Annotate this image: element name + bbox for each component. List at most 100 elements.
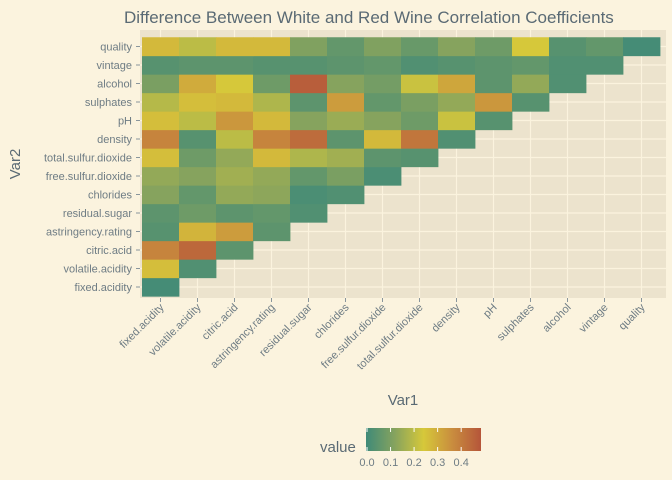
y-tick-label: sulphates [85,97,133,109]
heatmap-cell [142,222,180,242]
legend-colorbar [366,428,481,451]
legend-tick-label: 0.3 [430,457,445,469]
heatmap-cell [549,37,587,57]
heatmap-cell [179,74,217,94]
heatmap-cell [623,37,661,57]
heatmap-cell [142,240,180,260]
heatmap-cell [216,92,254,112]
y-tick-label: volatile.acidity [64,264,133,276]
heatmap-cell [253,92,291,112]
heatmap-cell [179,111,217,131]
heatmap-cell [253,203,291,223]
heatmap-cell [364,129,402,149]
legend-tick-label: 0.0 [359,457,374,469]
heatmap-cell [290,148,328,168]
x-axis-title: Var1 [388,392,419,409]
heatmap-cell [327,37,365,57]
heatmap-cell [364,148,402,168]
heatmap-cell [216,129,254,149]
heatmap-cell [216,111,254,131]
heatmap-cell [438,55,476,75]
heatmap-cell [438,37,476,57]
heatmap-cell [364,37,402,57]
heatmap-cell [401,37,439,57]
heatmap-cell [327,129,365,149]
heatmap-cell [586,37,624,57]
heatmap-cell [475,92,513,112]
y-tick-label: pH [118,116,132,128]
heatmap-cell [586,55,624,75]
heatmap-cell [512,92,550,112]
heatmap-cell [216,185,254,205]
heatmap-cell [253,222,291,242]
heatmap-cell [142,74,180,94]
heatmap-cell [253,129,291,149]
legend-tick-label: 0.2 [406,457,421,469]
heatmap-cell [290,37,328,57]
heatmap-cell [142,203,180,223]
heatmap-cell [364,55,402,75]
heatmap-cell [401,92,439,112]
legend-title: value [320,439,356,456]
heatmap-cell [216,148,254,168]
heatmap-cell [290,111,328,131]
heatmap-cell [364,92,402,112]
heatmap-cell [327,111,365,131]
heatmap-cell [216,55,254,75]
heatmap-cell [290,74,328,94]
heatmap-cell [142,111,180,131]
legend-tick-label: 0.1 [383,457,398,469]
heatmap-cell [475,37,513,57]
y-tick-label: vintage [97,60,132,72]
y-tick-label: alcohol [97,79,132,91]
y-axis: fixed.acidity volatile.acidity citric.acid… [44,42,140,294]
y-tick-label: chlorides [88,190,133,202]
heatmap-cell [179,203,217,223]
heatmap-cell [179,185,217,205]
heatmap-cell [142,185,180,205]
heatmap-cell [179,166,217,186]
chart-title: Difference Between White and Red Wine Co… [124,8,614,27]
heatmap-cell [327,74,365,94]
heatmap-cell [401,111,439,131]
heatmap-cell [290,92,328,112]
heatmap-cell [327,148,365,168]
heatmap-cell [475,74,513,94]
heatmap-cell [512,55,550,75]
legend: value 0.0 0.1 0.2 0.3 0.4 [320,428,481,469]
heatmap-cell [364,111,402,131]
y-tick-label: quality [100,42,132,54]
heatmap-cell [290,166,328,186]
heatmap-cell [179,148,217,168]
heatmap-cell [142,129,180,149]
heatmap-cell [438,129,476,149]
heatmap-cell [216,222,254,242]
heatmap-cell [142,37,180,57]
y-tick-label: astringency.rating [46,227,132,239]
heatmap-cell [364,166,402,186]
heatmap-cell [179,259,217,279]
y-tick-label: citric.acid [86,245,132,257]
heatmap-cells [142,37,661,297]
heatmap-cell [401,55,439,75]
heatmap-cell [142,259,180,279]
heatmap-cell [401,74,439,94]
heatmap-cell [327,166,365,186]
heatmap-cell [438,92,476,112]
heatmap-cell [253,74,291,94]
y-tick-label: density [97,134,132,146]
heatmap-cell [327,185,365,205]
heatmap-cell [401,148,439,168]
heatmap-cell [290,55,328,75]
heatmap-cell [253,111,291,131]
heatmap-cell [142,92,180,112]
heatmap-cell [179,55,217,75]
heatmap-cell [364,74,402,94]
heatmap-cell [253,37,291,57]
heatmap-cell [253,55,291,75]
heatmap-cell [179,129,217,149]
heatmap-cell [512,37,550,57]
heatmap-cell [549,74,587,94]
heatmap-cell [475,111,513,131]
